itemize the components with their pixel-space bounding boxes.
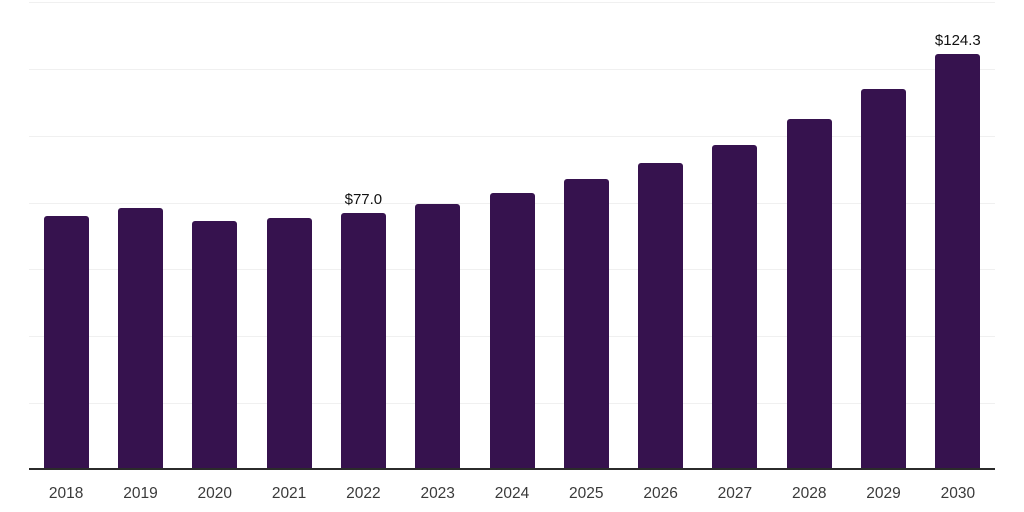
- bar: [192, 220, 238, 468]
- x-tick-label: 2021: [271, 485, 307, 502]
- x-tick-label: 2019: [123, 485, 158, 502]
- x-tick-label: 2022: [346, 485, 381, 502]
- gridline: [29, 135, 995, 137]
- x-tick-label: 2025: [569, 485, 604, 502]
- gridline: [29, 2, 995, 3]
- x-tick-label: 2026: [643, 485, 678, 502]
- bar: [786, 119, 832, 468]
- plot-area: $77.0 $124.3: [29, 2, 995, 470]
- x-tick-label: 2024: [494, 485, 530, 502]
- bar: [861, 88, 907, 468]
- bar: [415, 203, 461, 468]
- bar: [117, 208, 163, 468]
- gridline: [29, 68, 995, 70]
- x-tick-label: 2018: [48, 485, 84, 502]
- bar: [563, 178, 609, 468]
- bar: [340, 212, 386, 468]
- x-tick-label: 2027: [717, 485, 753, 502]
- x-tick-label: 2028: [791, 485, 827, 502]
- bar: [638, 163, 684, 468]
- bar: [266, 217, 312, 468]
- bar-value-label: $77.0: [344, 190, 383, 208]
- x-axis-line: [29, 468, 995, 470]
- x-tick-label: 2029: [866, 485, 901, 502]
- bar: [712, 145, 758, 468]
- bar-value-label: $124.3: [934, 32, 981, 50]
- bar: [43, 216, 89, 468]
- bar: [489, 193, 535, 468]
- x-tick-label: 2023: [420, 485, 455, 502]
- x-tick-label: 2020: [197, 485, 233, 502]
- bar: [935, 54, 981, 468]
- x-tick-label: 2030: [940, 485, 976, 502]
